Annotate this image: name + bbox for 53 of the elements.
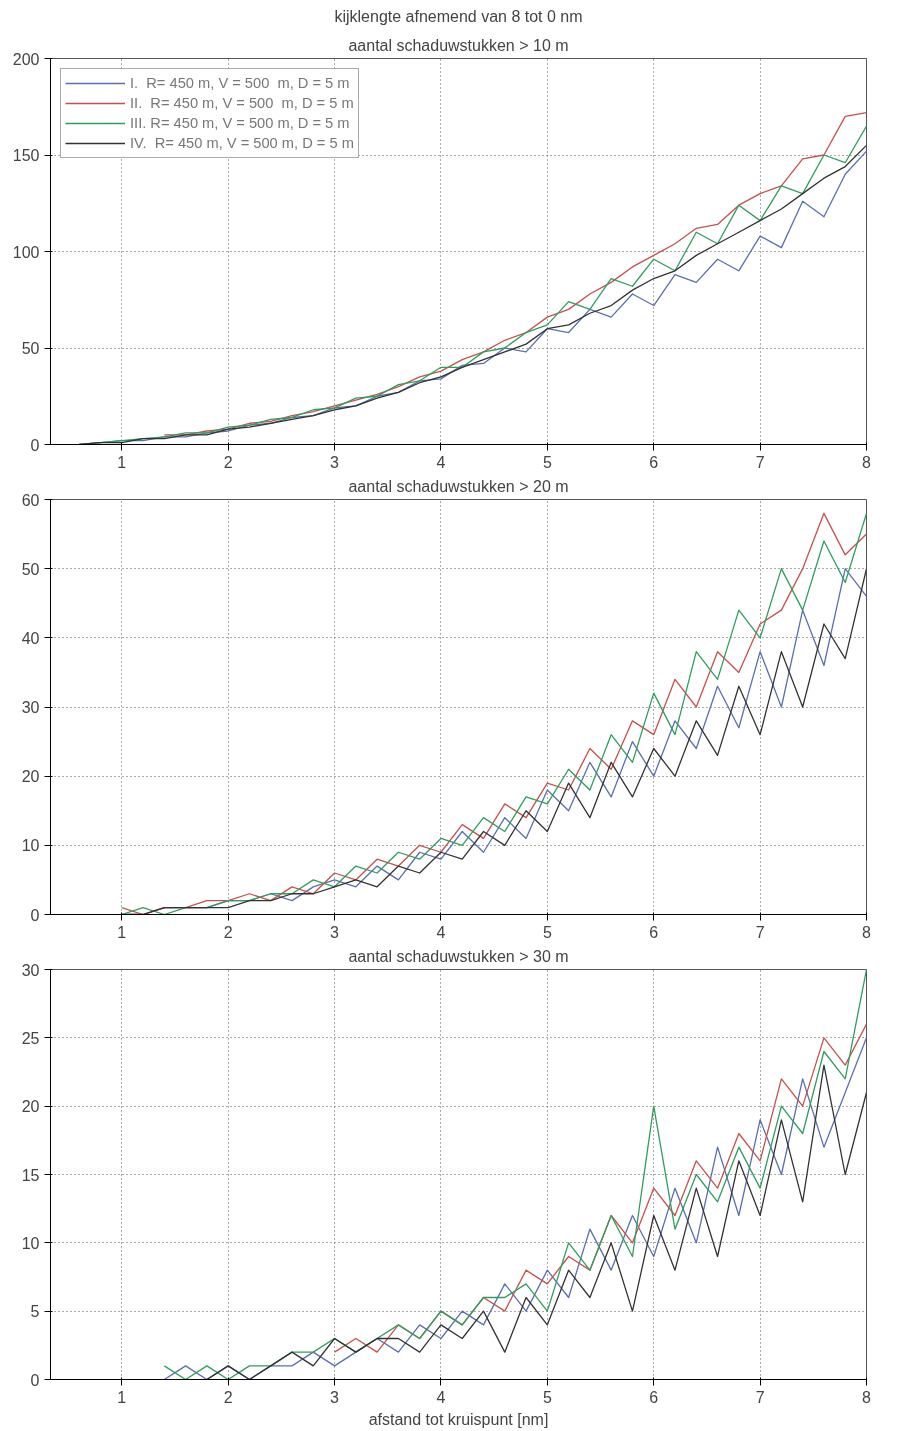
x-tick-label: 4 bbox=[436, 923, 446, 941]
chart-title: kijklengte afnemend van 8 tot 0 nm bbox=[334, 7, 583, 25]
y-tick-label: 150 bbox=[12, 147, 40, 164]
x-tick-label: 4 bbox=[436, 1388, 446, 1406]
x-tick-label: 5 bbox=[542, 923, 552, 941]
x-tick-label: 7 bbox=[755, 923, 765, 941]
x-tick-label: 1 bbox=[117, 453, 127, 471]
legend-label: I. R= 450 m, V = 500 m, D = 5 m bbox=[130, 75, 350, 91]
x-tick-label: 8 bbox=[862, 923, 872, 941]
x-tick-label: 3 bbox=[330, 1388, 340, 1406]
legend-label: II. R= 450 m, V = 500 m, D = 5 m bbox=[130, 95, 354, 111]
legend-label: III. R= 450 m, V = 500 m, D = 5 m bbox=[130, 115, 350, 131]
y-tick-label: 30 bbox=[21, 699, 40, 716]
x-tick-label: 5 bbox=[542, 453, 552, 471]
x-tick-label: 5 bbox=[542, 1388, 552, 1406]
x-tick-label: 8 bbox=[862, 1388, 872, 1406]
y-tick-label: 20 bbox=[21, 768, 40, 786]
x-tick-label: 6 bbox=[649, 453, 659, 471]
x-tick-label: 2 bbox=[223, 453, 233, 471]
legend-label: IV. R= 450 m, V = 500 m, D = 5 m bbox=[130, 135, 354, 151]
chart-title: aantal schaduwstukken > 20 m bbox=[348, 477, 569, 495]
x-tick-label: 2 bbox=[223, 1388, 233, 1406]
x-tick-label: 4 bbox=[436, 453, 446, 471]
y-tick-label: 40 bbox=[21, 629, 40, 647]
x-tick-label: 8 bbox=[862, 453, 872, 471]
line-series bbox=[163, 969, 867, 1380]
x-tick-label: 7 bbox=[755, 1388, 765, 1406]
y-tick-label: 10 bbox=[21, 837, 40, 855]
x-tick-label: 6 bbox=[649, 923, 659, 941]
x-axis-title: afstand tot kruispunt [nm] bbox=[368, 1410, 549, 1428]
y-tick-label: 25 bbox=[21, 1029, 40, 1047]
chart-subtitle: aantal schaduwstukken > 10 m bbox=[348, 36, 569, 54]
y-tick-label: 0 bbox=[30, 436, 40, 454]
y-tick-label: 200 bbox=[12, 50, 40, 68]
y-tick-label: 0 bbox=[30, 1371, 40, 1389]
x-tick-label: 2 bbox=[223, 923, 233, 941]
y-tick-label: 50 bbox=[21, 560, 40, 578]
y-tick-label: 10 bbox=[21, 1234, 40, 1252]
x-tick-label: 7 bbox=[755, 453, 765, 471]
y-tick-label: 15 bbox=[21, 1166, 40, 1184]
y-tick-label: 5 bbox=[30, 1303, 40, 1321]
chart-title: aantal schaduwstukken > 30 m bbox=[348, 947, 569, 965]
y-tick-label: 50 bbox=[21, 340, 40, 357]
x-tick-label: 6 bbox=[649, 1388, 659, 1406]
y-tick-label: 100 bbox=[12, 243, 40, 261]
y-tick-label: 20 bbox=[21, 1098, 40, 1116]
y-tick-label: 0 bbox=[30, 906, 40, 924]
x-tick-label: 1 bbox=[117, 923, 127, 941]
y-tick-label: 60 bbox=[21, 491, 40, 509]
x-tick-label: 3 bbox=[330, 453, 340, 471]
y-tick-label: 30 bbox=[21, 961, 40, 979]
x-tick-label: 1 bbox=[117, 1388, 127, 1406]
x-tick-label: 3 bbox=[330, 923, 340, 941]
